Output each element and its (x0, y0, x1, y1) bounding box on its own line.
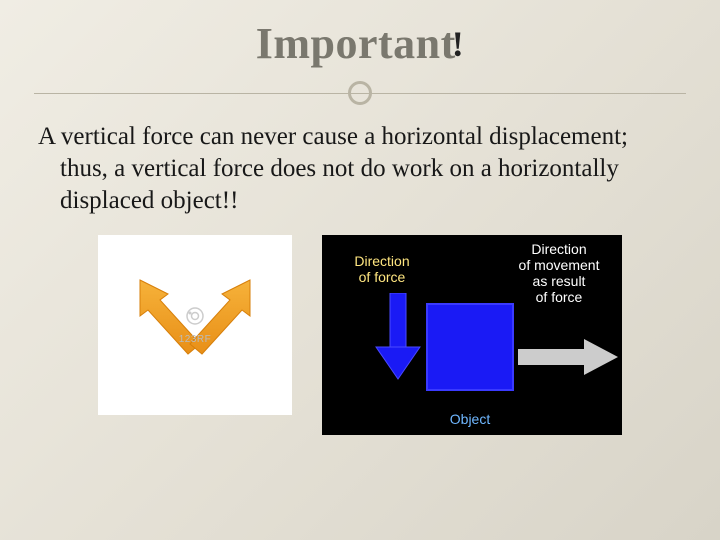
movement-arrow-icon (518, 337, 622, 377)
title-exclaim: ! (452, 24, 465, 64)
force-arrow-icon (362, 293, 432, 383)
divider-circle-icon (348, 81, 372, 105)
figure-force-diagram: Directionof force Directionof movementas… (322, 235, 622, 435)
label-direction-of-movement: Directionof movementas resultof force (504, 241, 614, 305)
title-text: Important (256, 19, 456, 68)
label-direction-of-force: Directionof force (342, 253, 422, 285)
figure-row: 123RF Directionof force Directionof move… (34, 235, 686, 435)
slide-title: Important! (34, 18, 686, 69)
label-object: Object (440, 411, 500, 427)
watermark-icon (183, 307, 207, 325)
watermark-text: 123RF (179, 334, 212, 345)
body-paragraph: A vertical force can never cause a horiz… (34, 121, 686, 217)
body-text: A vertical force can never cause a horiz… (38, 121, 682, 217)
figure-arrows-v: 123RF (98, 235, 292, 415)
slide: Important! A vertical force can never ca… (0, 0, 720, 540)
object-box (426, 303, 514, 391)
title-divider (34, 79, 686, 109)
v-arrows-icon (110, 250, 280, 400)
